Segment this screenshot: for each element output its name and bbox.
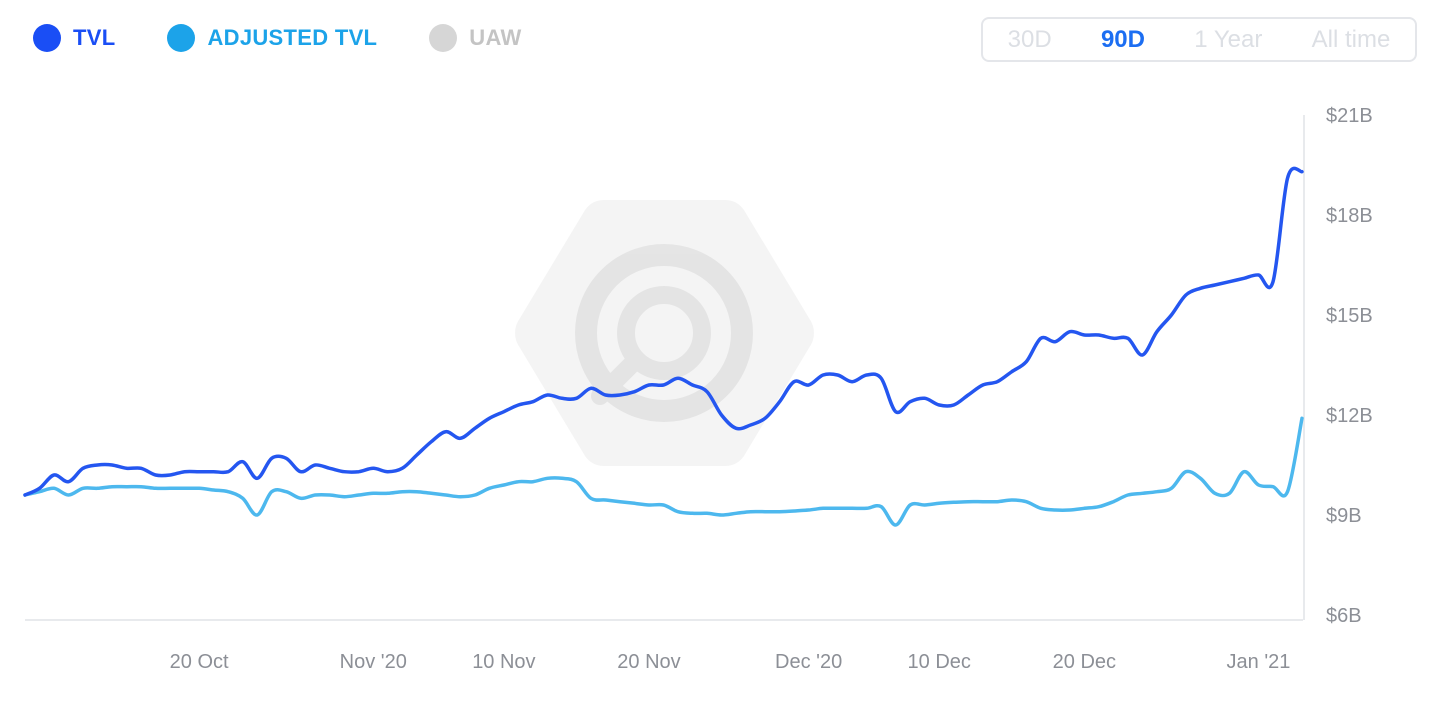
- x-tick-label: 10 Dec: [908, 651, 971, 673]
- watermark-mark: [575, 244, 753, 422]
- legend-dot-adjusted-tvl: [167, 24, 196, 52]
- chart-legend: TVL ADJUSTED TVL UAW: [33, 24, 574, 52]
- x-tick-label: 20 Oct: [170, 651, 229, 673]
- y-tick-label: $6B: [1326, 605, 1362, 627]
- legend-label-tvl: TVL: [73, 25, 116, 50]
- x-axis-ticks: 20 Oct Nov '20 10 Nov 20 Nov Dec '20 10 Dec 20…: [170, 651, 1291, 673]
- x-tick-label: Dec '20: [775, 651, 842, 673]
- range-button-90d[interactable]: 90D: [1100, 25, 1145, 53]
- legend-item-tvl[interactable]: TVL: [33, 24, 115, 52]
- y-tick-label: $15B: [1326, 305, 1373, 327]
- series-line-tvl: [23, 166, 1304, 497]
- x-tick-label: 20 Dec: [1053, 651, 1116, 673]
- y-axis-ticks: $21B $18B $15B $12B $9B $6B: [1326, 105, 1373, 627]
- legend-dot-uaw: [429, 24, 458, 52]
- watermark-logo: [515, 200, 814, 466]
- y-tick-label: $18B: [1326, 205, 1373, 227]
- y-tick-label: $12B: [1326, 405, 1373, 427]
- time-range-selector: 30D 90D 1 Year All time: [981, 17, 1417, 62]
- y-tick-label: $9B: [1326, 505, 1362, 527]
- range-button-1-year[interactable]: 1 Year: [1194, 25, 1263, 53]
- range-button-30d[interactable]: 30D: [1007, 25, 1052, 53]
- x-tick-label: 20 Nov: [617, 651, 680, 673]
- legend-label-adjusted-tvl: ADJUSTED TVL: [207, 25, 378, 50]
- x-tick-label: Jan '21: [1227, 651, 1291, 673]
- series-line-adjusted-tvl: [23, 416, 1304, 527]
- x-tick-label: 10 Nov: [472, 651, 535, 673]
- legend-item-adjusted-tvl[interactable]: ADJUSTED TVL: [167, 24, 377, 52]
- chart-series: [23, 166, 1304, 527]
- range-button-all-time[interactable]: All time: [1311, 25, 1391, 53]
- legend-item-uaw[interactable]: UAW: [429, 24, 521, 52]
- legend-dot-tvl: [33, 24, 61, 52]
- y-tick-label: $21B: [1326, 105, 1373, 127]
- legend-label-uaw: UAW: [469, 25, 522, 50]
- x-tick-label: Nov '20: [340, 651, 407, 673]
